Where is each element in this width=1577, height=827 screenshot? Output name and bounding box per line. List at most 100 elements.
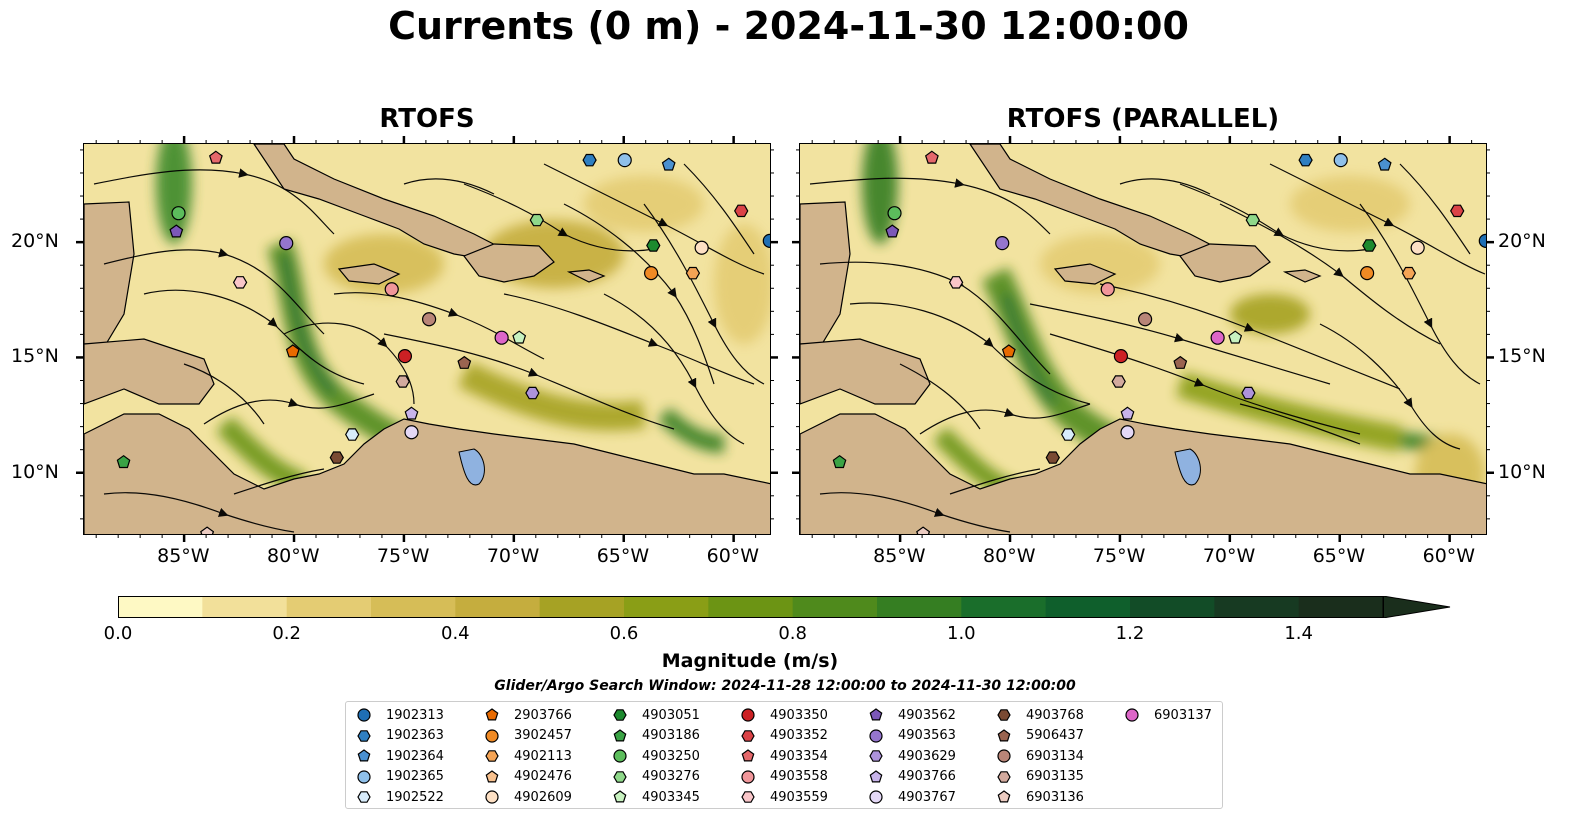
legend-marker-icon xyxy=(869,790,883,804)
float-marker-4903558[interactable] xyxy=(384,282,399,297)
float-marker-1902365[interactable] xyxy=(617,153,632,168)
legend-label: 4903352 xyxy=(770,728,828,743)
legend-item: 4903558 xyxy=(740,767,828,787)
legend-item: 6903137 xyxy=(1124,705,1212,725)
float-marker-4903767[interactable] xyxy=(1120,425,1135,440)
float-marker-1902365[interactable] xyxy=(1333,153,1348,168)
legend-item: 4903563 xyxy=(868,726,956,746)
colorbar-bin xyxy=(961,596,1047,618)
legend-marker-icon xyxy=(741,769,755,784)
legend-label: 4903768 xyxy=(1026,707,1084,723)
float-marker-1902363[interactable] xyxy=(582,153,597,167)
float-marker-6903135[interactable] xyxy=(395,375,410,388)
lat-tick-label: 10°N xyxy=(11,460,59,483)
float-marker-4903768[interactable] xyxy=(1045,451,1060,464)
colorbar-bin xyxy=(624,596,709,618)
map-panel-rtofs[interactable] xyxy=(83,143,771,535)
float-marker-4903629[interactable] xyxy=(525,386,540,400)
float-marker-4902113[interactable] xyxy=(685,266,701,280)
float-marker-3902457[interactable] xyxy=(644,266,659,281)
legend-item: 3902457 xyxy=(484,726,572,746)
float-marker-4903276[interactable] xyxy=(529,213,544,227)
float-marker-3902457[interactable] xyxy=(1360,266,1375,281)
float-marker-1902522[interactable] xyxy=(345,428,360,441)
float-marker-5906437[interactable] xyxy=(457,355,472,369)
axis-ticks xyxy=(76,136,1494,542)
float-marker-4903354[interactable] xyxy=(924,150,939,164)
panel-title-left: RTOFS xyxy=(379,104,475,134)
float-marker-6903134[interactable] xyxy=(1137,312,1153,327)
legend-marker-icon xyxy=(613,728,627,741)
float-marker-6903134[interactable] xyxy=(421,312,437,327)
legend-item: 4903354 xyxy=(740,746,828,766)
legend-marker-icon xyxy=(613,790,627,803)
float-marker-4903186[interactable] xyxy=(116,454,131,469)
float-marker-4903250[interactable] xyxy=(171,206,186,221)
legend-marker-icon xyxy=(485,708,499,721)
float-marker-4903767[interactable] xyxy=(404,425,419,440)
legend-item: 1902522 xyxy=(356,787,444,807)
float-marker-4903352[interactable] xyxy=(1450,204,1465,218)
search-window-text: Glider/Argo Search Window: 2024-11-28 12… xyxy=(494,678,1076,694)
float-marker-4903350[interactable] xyxy=(1113,349,1129,364)
float-marker-4903768[interactable] xyxy=(329,451,344,464)
float-marker-4903186[interactable] xyxy=(832,454,847,469)
float-marker-1902313[interactable] xyxy=(1478,233,1487,248)
float-marker-4903354[interactable] xyxy=(208,150,223,164)
float-marker-4903051[interactable] xyxy=(646,239,661,252)
float-marker-4902609[interactable] xyxy=(694,240,709,255)
lon-tick-label: 65°W xyxy=(1312,545,1366,567)
float-marker-4903563[interactable] xyxy=(279,236,294,251)
legend-marker-icon xyxy=(997,709,1011,721)
legend-label: 1902365 xyxy=(386,769,444,784)
legend-marker-icon xyxy=(485,728,499,743)
colorbar-label: Magnitude (m/s) xyxy=(661,650,839,672)
legend-label: 1902363 xyxy=(386,728,444,743)
float-marker-4903345[interactable] xyxy=(1228,330,1243,344)
float-marker-4903559[interactable] xyxy=(948,276,964,289)
colorbar-bin xyxy=(455,596,541,618)
float-marker-4903562[interactable] xyxy=(885,224,900,238)
float-marker-6903136[interactable] xyxy=(200,526,215,535)
colorbar-tick-label: 1.0 xyxy=(947,623,976,644)
float-marker-4903250[interactable] xyxy=(887,206,902,221)
float-marker-6903137[interactable] xyxy=(1210,330,1225,345)
float-marker-4903629[interactable] xyxy=(1241,386,1256,400)
float-marker-4903276[interactable] xyxy=(1245,213,1260,227)
float-marker-4902609[interactable] xyxy=(1410,240,1425,255)
float-marker-6903136[interactable] xyxy=(916,526,931,535)
legend-label: 4903558 xyxy=(770,769,828,784)
float-marker-6903135[interactable] xyxy=(1111,375,1126,388)
float-marker-4903766[interactable] xyxy=(1120,406,1135,420)
float-marker-4903559[interactable] xyxy=(232,276,248,289)
legend-item: 4903350 xyxy=(740,705,828,725)
lat-tick-label: 15°N xyxy=(1498,345,1546,368)
legend-label: 4903250 xyxy=(642,748,700,764)
float-marker-2903766[interactable] xyxy=(285,344,300,358)
float-marker-4903350[interactable] xyxy=(397,349,413,364)
float-marker-4903563[interactable] xyxy=(995,236,1010,251)
float-marker-5906437[interactable] xyxy=(1173,355,1188,369)
float-marker-1902363[interactable] xyxy=(1298,153,1313,167)
float-marker-4903352[interactable] xyxy=(734,204,749,218)
float-marker-4903558[interactable] xyxy=(1100,282,1115,297)
float-marker-4902113[interactable] xyxy=(1401,266,1417,280)
float-marker-4903766[interactable] xyxy=(404,406,419,420)
colorbar-bin xyxy=(1130,596,1215,618)
float-marker-1902522[interactable] xyxy=(1061,428,1076,441)
float-marker-6903137[interactable] xyxy=(494,330,509,345)
map-panel-rtofs-parallel[interactable] xyxy=(799,143,1487,535)
float-marker-1902313[interactable] xyxy=(762,233,771,248)
float-marker-4903051[interactable] xyxy=(1362,239,1377,252)
float-marker-4903562[interactable] xyxy=(169,224,184,238)
legend-marker-icon xyxy=(613,709,627,721)
colorbar-tick-label: 0.6 xyxy=(609,623,639,644)
colorbar-bin xyxy=(792,596,878,618)
legend-item: 4903629 xyxy=(868,746,956,766)
float-marker-2903766[interactable] xyxy=(1001,344,1016,358)
legend-item: 4902476 xyxy=(484,767,572,787)
float-marker-1902364[interactable] xyxy=(1377,157,1392,171)
float-marker-4903345[interactable] xyxy=(512,330,527,344)
colorbar-bin xyxy=(1298,596,1384,618)
float-marker-1902364[interactable] xyxy=(661,157,676,171)
